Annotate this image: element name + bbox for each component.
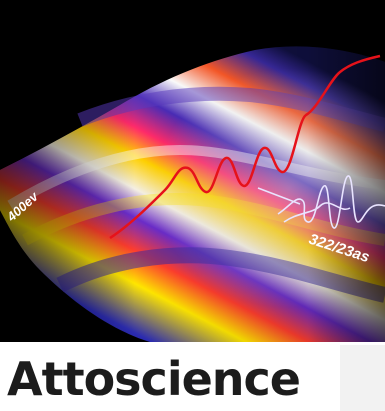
page-title: Attoscience [7,352,301,406]
wave-surface-illustration: 400ev 322/23as [0,0,385,342]
attosecond-pulse-glyph [257,175,385,229]
side-panel [340,345,385,411]
attosecond-pulse-figure: 400ev 322/23as [0,0,385,342]
red-waveform-trace [109,54,381,240]
caption-area [0,345,385,411]
